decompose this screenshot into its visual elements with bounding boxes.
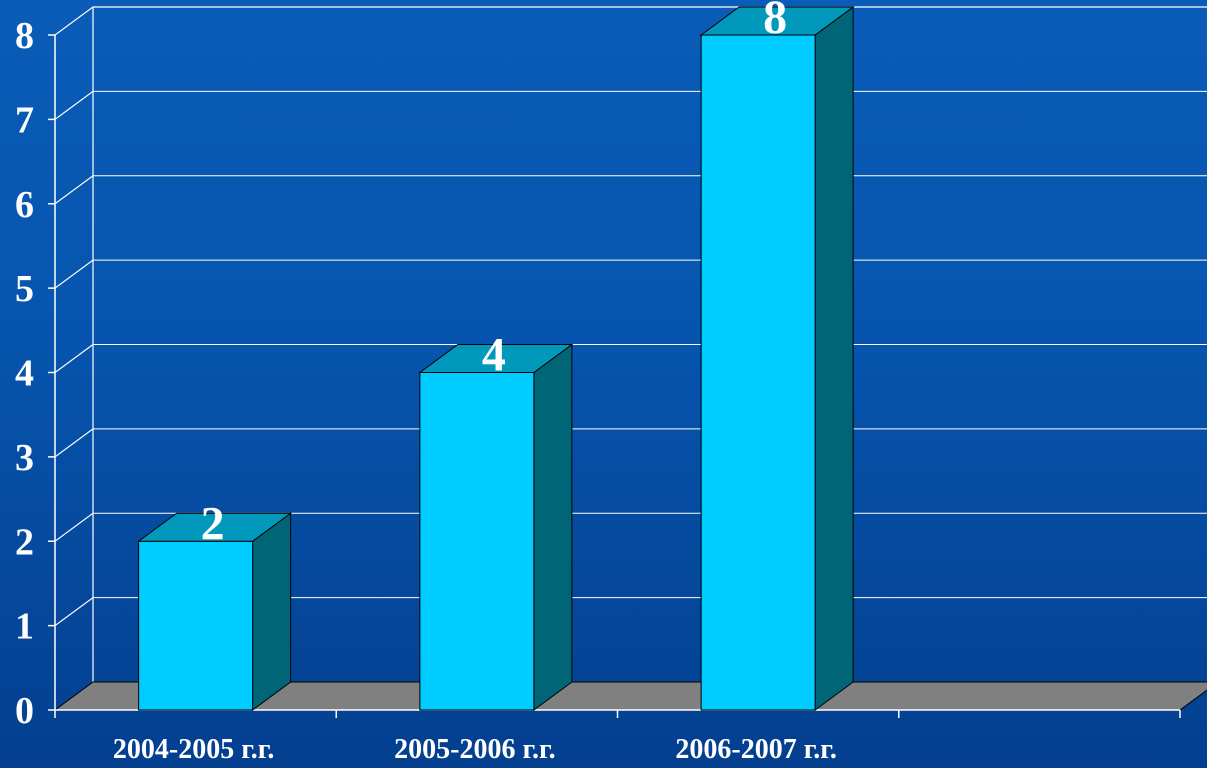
y-tick-label: 3	[15, 437, 34, 479]
bar	[699, 6, 855, 711]
bar-front	[700, 34, 816, 711]
bar	[137, 512, 293, 711]
y-tick-label: 4	[15, 353, 34, 395]
x-category-labels: 2004-2005 г.г. 2005-2006 г.г. 2006-2007 г.…	[113, 734, 837, 765]
gridline-depth	[54, 344, 94, 373]
gridline-depth	[54, 175, 94, 205]
y-tick-labels: 0 1 2 3 4 5 6 7 8	[15, 15, 34, 732]
x-category-label: 2004-2005 г.г.	[113, 734, 274, 765]
data-label: 2	[201, 497, 225, 550]
gridline-depth	[54, 597, 94, 627]
bar-side	[252, 512, 292, 711]
y-tick-label: 1	[15, 606, 34, 648]
gridline-depth	[54, 90, 94, 120]
gridline-depth	[54, 6, 94, 36]
data-labels: 2 4 8	[201, 0, 788, 550]
y-tick-label: 5	[15, 268, 34, 310]
bar-front	[419, 372, 535, 711]
y-tick-label: 6	[15, 184, 34, 226]
y-tick-label: 0	[15, 690, 34, 732]
bar-top	[137, 512, 293, 542]
gridline-depth	[54, 259, 94, 289]
bar-side	[533, 343, 573, 711]
bar-top	[418, 344, 574, 373]
y-tick-label: 8	[15, 15, 34, 57]
bar	[418, 343, 574, 711]
data-label: 4	[482, 329, 506, 382]
x-category-label: 2006-2007 г.г.	[675, 734, 836, 765]
bars	[137, 6, 855, 711]
x-category-label: 2005-2006 г.г.	[394, 734, 555, 765]
bar-top	[699, 6, 855, 36]
data-label: 8	[763, 0, 787, 44]
y-tick-label: 7	[15, 99, 34, 141]
gridline-depth	[54, 512, 94, 542]
gridline-depth	[54, 428, 94, 458]
bar-side	[814, 6, 854, 711]
bar-front	[138, 540, 254, 711]
y-tick-label: 2	[15, 521, 34, 563]
